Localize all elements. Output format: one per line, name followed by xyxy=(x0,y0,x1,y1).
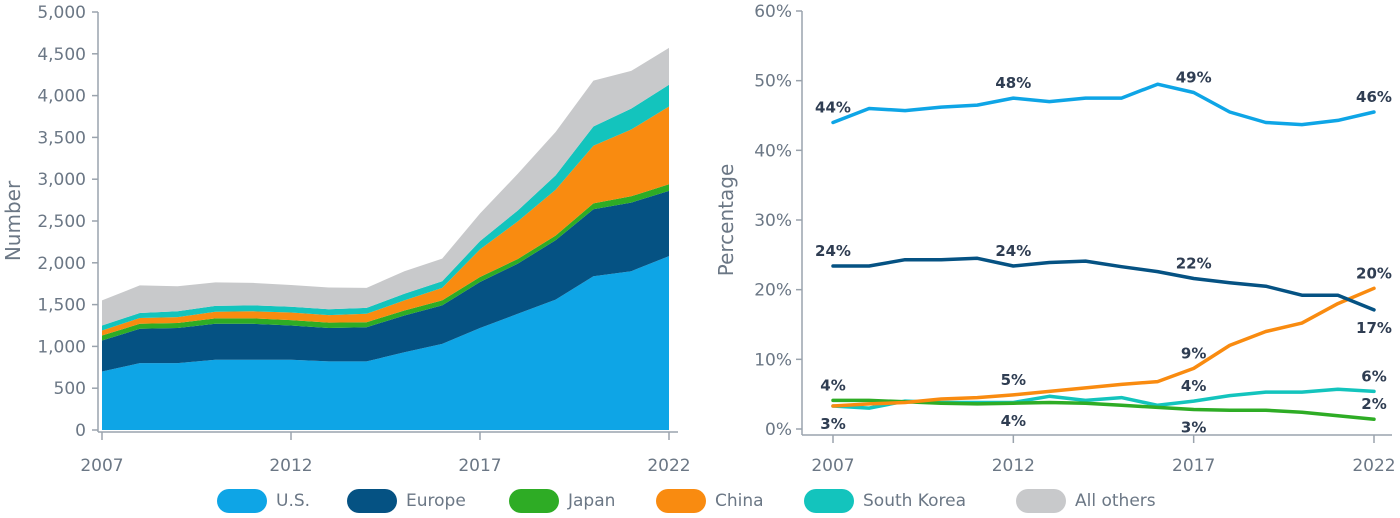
legend-label-skorea: South Korea xyxy=(863,491,967,511)
data-label-china: 20% xyxy=(1356,264,1392,282)
legend-item-others: All others xyxy=(1016,486,1156,516)
legend-item-us: U.S. xyxy=(217,486,310,516)
legend-label-us: U.S. xyxy=(276,491,311,511)
line-us xyxy=(831,82,1376,127)
left-y-axis-title: Number xyxy=(1,180,25,261)
right-y-tick-label: 10% xyxy=(754,350,792,370)
data-label-japan: 4% xyxy=(1001,412,1026,430)
legend-label-japan: Japan xyxy=(568,491,616,511)
right-y-tick-label: 50% xyxy=(754,72,792,92)
area-europe xyxy=(102,190,669,372)
legend-item-china: China xyxy=(656,486,764,516)
legend-swatch-skorea xyxy=(804,489,854,513)
data-label-skorea: 4% xyxy=(1181,377,1206,395)
line-china xyxy=(831,286,1376,408)
data-label-china: 5% xyxy=(1001,371,1026,389)
left-y-tick-label: 4,500 xyxy=(37,45,86,65)
left-y-tick-label: 500 xyxy=(54,379,86,399)
right-y-axis-title: Percentage xyxy=(714,164,738,277)
data-label-europe: 17% xyxy=(1356,319,1392,337)
right-y-tick-label: 60% xyxy=(754,2,792,22)
left-y-tick-label: 1,500 xyxy=(37,296,86,316)
data-label-china: 3% xyxy=(820,415,845,433)
area-japan xyxy=(102,184,669,341)
legend-item-japan: Japan xyxy=(509,486,615,516)
right-y-tick-label: 0% xyxy=(765,420,792,440)
data-label-japan: 2% xyxy=(1361,395,1386,413)
legend-swatch-china xyxy=(656,489,706,513)
right-y-tick-label: 30% xyxy=(754,211,792,231)
data-label-europe: 22% xyxy=(1176,255,1212,273)
legend-swatch-europe xyxy=(347,489,397,513)
legend: U.S. Europe Japan China South Korea All other… xyxy=(0,486,1400,516)
legend-swatch-others xyxy=(1016,489,1066,513)
right-x-tick-label: 2017 xyxy=(1172,456,1215,476)
left-y-tick-label: 5,000 xyxy=(37,3,86,23)
legend-label-others: All others xyxy=(1075,491,1156,511)
chart-canvas: 0 500 1,000 1,500 2,000 2,500 3,000 3,500 4,000 4… xyxy=(1,2,1396,476)
data-label-us: 49% xyxy=(1176,69,1212,87)
data-label-skorea: 6% xyxy=(1361,367,1386,385)
right-x-tick-label: 2022 xyxy=(1352,456,1395,476)
legend-item-europe: Europe xyxy=(347,486,466,516)
left-y-tick-label: 3,500 xyxy=(37,128,86,148)
area-us xyxy=(102,256,669,430)
legend-item-skorea: South Korea xyxy=(804,486,966,516)
stacked-area-chart: 0 500 1,000 1,500 2,000 2,500 3,000 3,500 4,000 4… xyxy=(1,3,691,476)
percentage-line-chart: 0% 10% 20% 30% 40% 50% 60% Percentage 2007 2012 20… xyxy=(714,2,1396,476)
right-y-tick-label: 20% xyxy=(754,281,792,301)
legend-swatch-us xyxy=(217,489,267,513)
left-x-tick-label: 2017 xyxy=(458,456,501,476)
left-x-tick-label: 2022 xyxy=(647,456,690,476)
line-europe xyxy=(831,256,1376,312)
data-label-us: 44% xyxy=(815,98,851,116)
data-label-us: 46% xyxy=(1356,88,1392,106)
right-x-tick-label: 2012 xyxy=(992,456,1035,476)
left-x-tick-label: 2012 xyxy=(269,456,312,476)
data-label-japan: 4% xyxy=(820,376,845,394)
area-china xyxy=(102,106,669,336)
data-label-japan: 3% xyxy=(1181,418,1206,436)
data-label-europe: 24% xyxy=(815,242,851,260)
left-y-tick-label: 0 xyxy=(75,421,86,441)
legend-swatch-japan xyxy=(509,489,559,513)
right-y-tick-label: 40% xyxy=(754,141,792,161)
left-y-tick-label: 3,000 xyxy=(37,170,86,190)
legend-label-china: China xyxy=(715,491,764,511)
left-y-tick-label: 4,000 xyxy=(37,87,86,107)
left-x-tick-label: 2007 xyxy=(80,456,123,476)
data-label-us: 48% xyxy=(995,74,1031,92)
area-others xyxy=(102,47,669,326)
left-y-tick-label: 2,500 xyxy=(37,212,86,232)
data-label-europe: 24% xyxy=(995,242,1031,260)
left-y-tick-label: 2,000 xyxy=(37,254,86,274)
right-x-tick-label: 2007 xyxy=(811,456,854,476)
left-y-tick-label: 1,000 xyxy=(37,337,86,357)
legend-label-europe: Europe xyxy=(406,491,466,511)
data-label-china: 9% xyxy=(1181,344,1206,362)
